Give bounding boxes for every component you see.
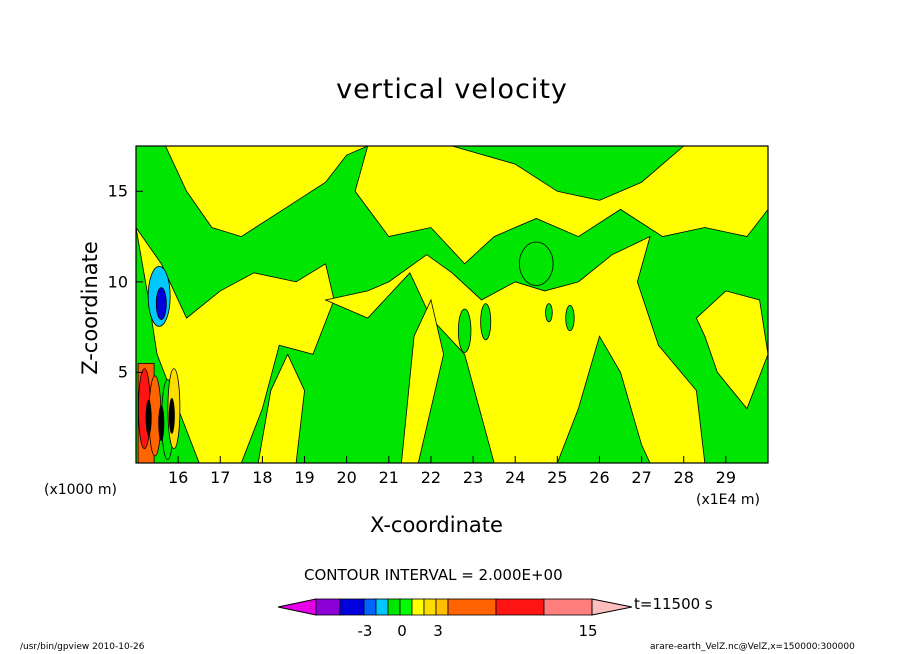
colorbar-label: 0 xyxy=(397,622,407,640)
x-tick-label: 22 xyxy=(420,468,442,487)
plot-frame xyxy=(135,145,769,464)
colorbar-segment xyxy=(315,598,341,616)
x-tick-label: 18 xyxy=(252,468,273,487)
x-tick-label: 21 xyxy=(378,468,399,487)
x-unit-label-2: (x1E4 m) xyxy=(696,492,760,508)
colorbar-segment xyxy=(411,598,425,616)
x-tick-label: 27 xyxy=(631,468,652,487)
x-tick-label: 29 xyxy=(715,468,737,487)
x-tick-label: 20 xyxy=(336,468,357,487)
x-tick-label: 28 xyxy=(673,468,694,487)
y-tick-label: 10 xyxy=(107,272,128,292)
colorbar-segment xyxy=(543,598,593,616)
positive-region-4 xyxy=(324,235,706,463)
chart-title: vertical velocity xyxy=(336,74,568,105)
colorbar-segment xyxy=(495,598,545,616)
contour-interval-label: CONTOUR INTERVAL = 2.000E+00 xyxy=(304,566,563,584)
closed-cell-2 xyxy=(457,308,472,353)
colorbar-label: -3 xyxy=(357,622,373,640)
positive-region-1 xyxy=(165,146,368,238)
positive-region-5 xyxy=(695,290,768,410)
x-unit-label: (x1000 m) xyxy=(44,482,117,498)
positive-region-2 xyxy=(354,146,768,265)
colorbar-segment xyxy=(423,598,437,616)
closed-cell-1 xyxy=(519,241,554,286)
x-tick-label: 16 xyxy=(167,468,189,487)
x-tick-label: 17 xyxy=(210,468,231,487)
black-contour-2 xyxy=(158,405,165,442)
colorbar-segment xyxy=(387,598,401,616)
black-contour-3 xyxy=(168,397,175,434)
y-tick-label: 5 xyxy=(117,362,128,382)
y-axis-label: Z-coordinate xyxy=(78,241,102,375)
colorbar-high-arrow xyxy=(591,598,633,616)
colorbar-segment xyxy=(435,598,449,616)
colorbar-low-arrow xyxy=(277,598,317,616)
time-label: t=11500 s xyxy=(634,595,713,613)
colorbar-segment xyxy=(363,598,377,616)
black-contour-1 xyxy=(145,399,152,436)
x-tick-label: 24 xyxy=(505,468,526,487)
colorbar-segment xyxy=(339,598,365,616)
colorbar-label: 15 xyxy=(578,622,598,640)
closed-cell-4 xyxy=(565,305,575,332)
colorbar-segment xyxy=(447,598,497,616)
y-tick-label: 15 xyxy=(107,181,128,201)
footer-left: /usr/bin/gpview 2010-10-26 xyxy=(20,642,145,652)
downdraft-core xyxy=(155,287,167,320)
positive-region-7 xyxy=(257,353,305,463)
x-axis-label: X-coordinate xyxy=(370,513,503,537)
colorbar-label: 3 xyxy=(433,622,443,640)
x-tick-label: 26 xyxy=(589,468,610,487)
x-tick-label: 23 xyxy=(462,468,484,487)
x-tick-label: 25 xyxy=(547,468,568,487)
colorbar-segment xyxy=(375,598,389,616)
footer-right: arare-earth_VelZ.nc@VelZ,x=150000:300000 xyxy=(650,642,855,652)
closed-cell-5 xyxy=(545,303,553,323)
positive-region-6 xyxy=(401,298,444,463)
colorbar-segment xyxy=(399,598,413,616)
x-tick-label: 19 xyxy=(294,468,315,487)
field-group xyxy=(136,146,768,463)
closed-cell-3 xyxy=(480,303,492,341)
